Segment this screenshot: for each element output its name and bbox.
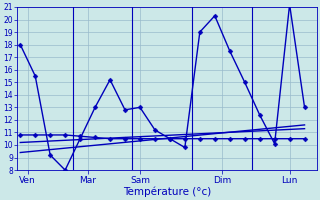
X-axis label: Température (°c): Température (°c) (123, 186, 211, 197)
